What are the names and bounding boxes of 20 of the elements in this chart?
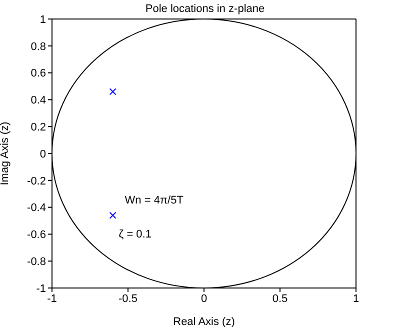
- y-tick-label: 0: [40, 148, 46, 160]
- y-axis-title: Imag Axis (z): [0, 122, 11, 186]
- x-tick-label: 0: [200, 292, 208, 305]
- y-tick-label: -0.2: [27, 175, 46, 188]
- y-tick-label: -0.4: [27, 202, 46, 214]
- x-axis-title: Real Axis (z): [173, 316, 235, 327]
- y-tick-label: -0.6: [27, 229, 46, 242]
- x-tick-label: 1: [352, 292, 360, 305]
- y-tick-label: 0.8: [30, 40, 46, 53]
- annotation: Wn = 4π/5T: [124, 194, 184, 206]
- y-tick-label: 0.2: [30, 122, 46, 134]
- x-tick-label: 0.5: [272, 292, 288, 305]
- y-tick-label: 1: [40, 14, 46, 26]
- y-tick-label: -1: [36, 282, 46, 295]
- y-tick-label: 0.4: [30, 94, 46, 107]
- y-tick-label: -0.8: [27, 256, 46, 268]
- x-tick-label: -0.5: [118, 292, 138, 305]
- y-tick-label: 0.6: [30, 68, 46, 80]
- annotation: ζ = 0.1: [118, 228, 152, 240]
- chart-title: Pole locations in z-plane: [145, 3, 265, 15]
